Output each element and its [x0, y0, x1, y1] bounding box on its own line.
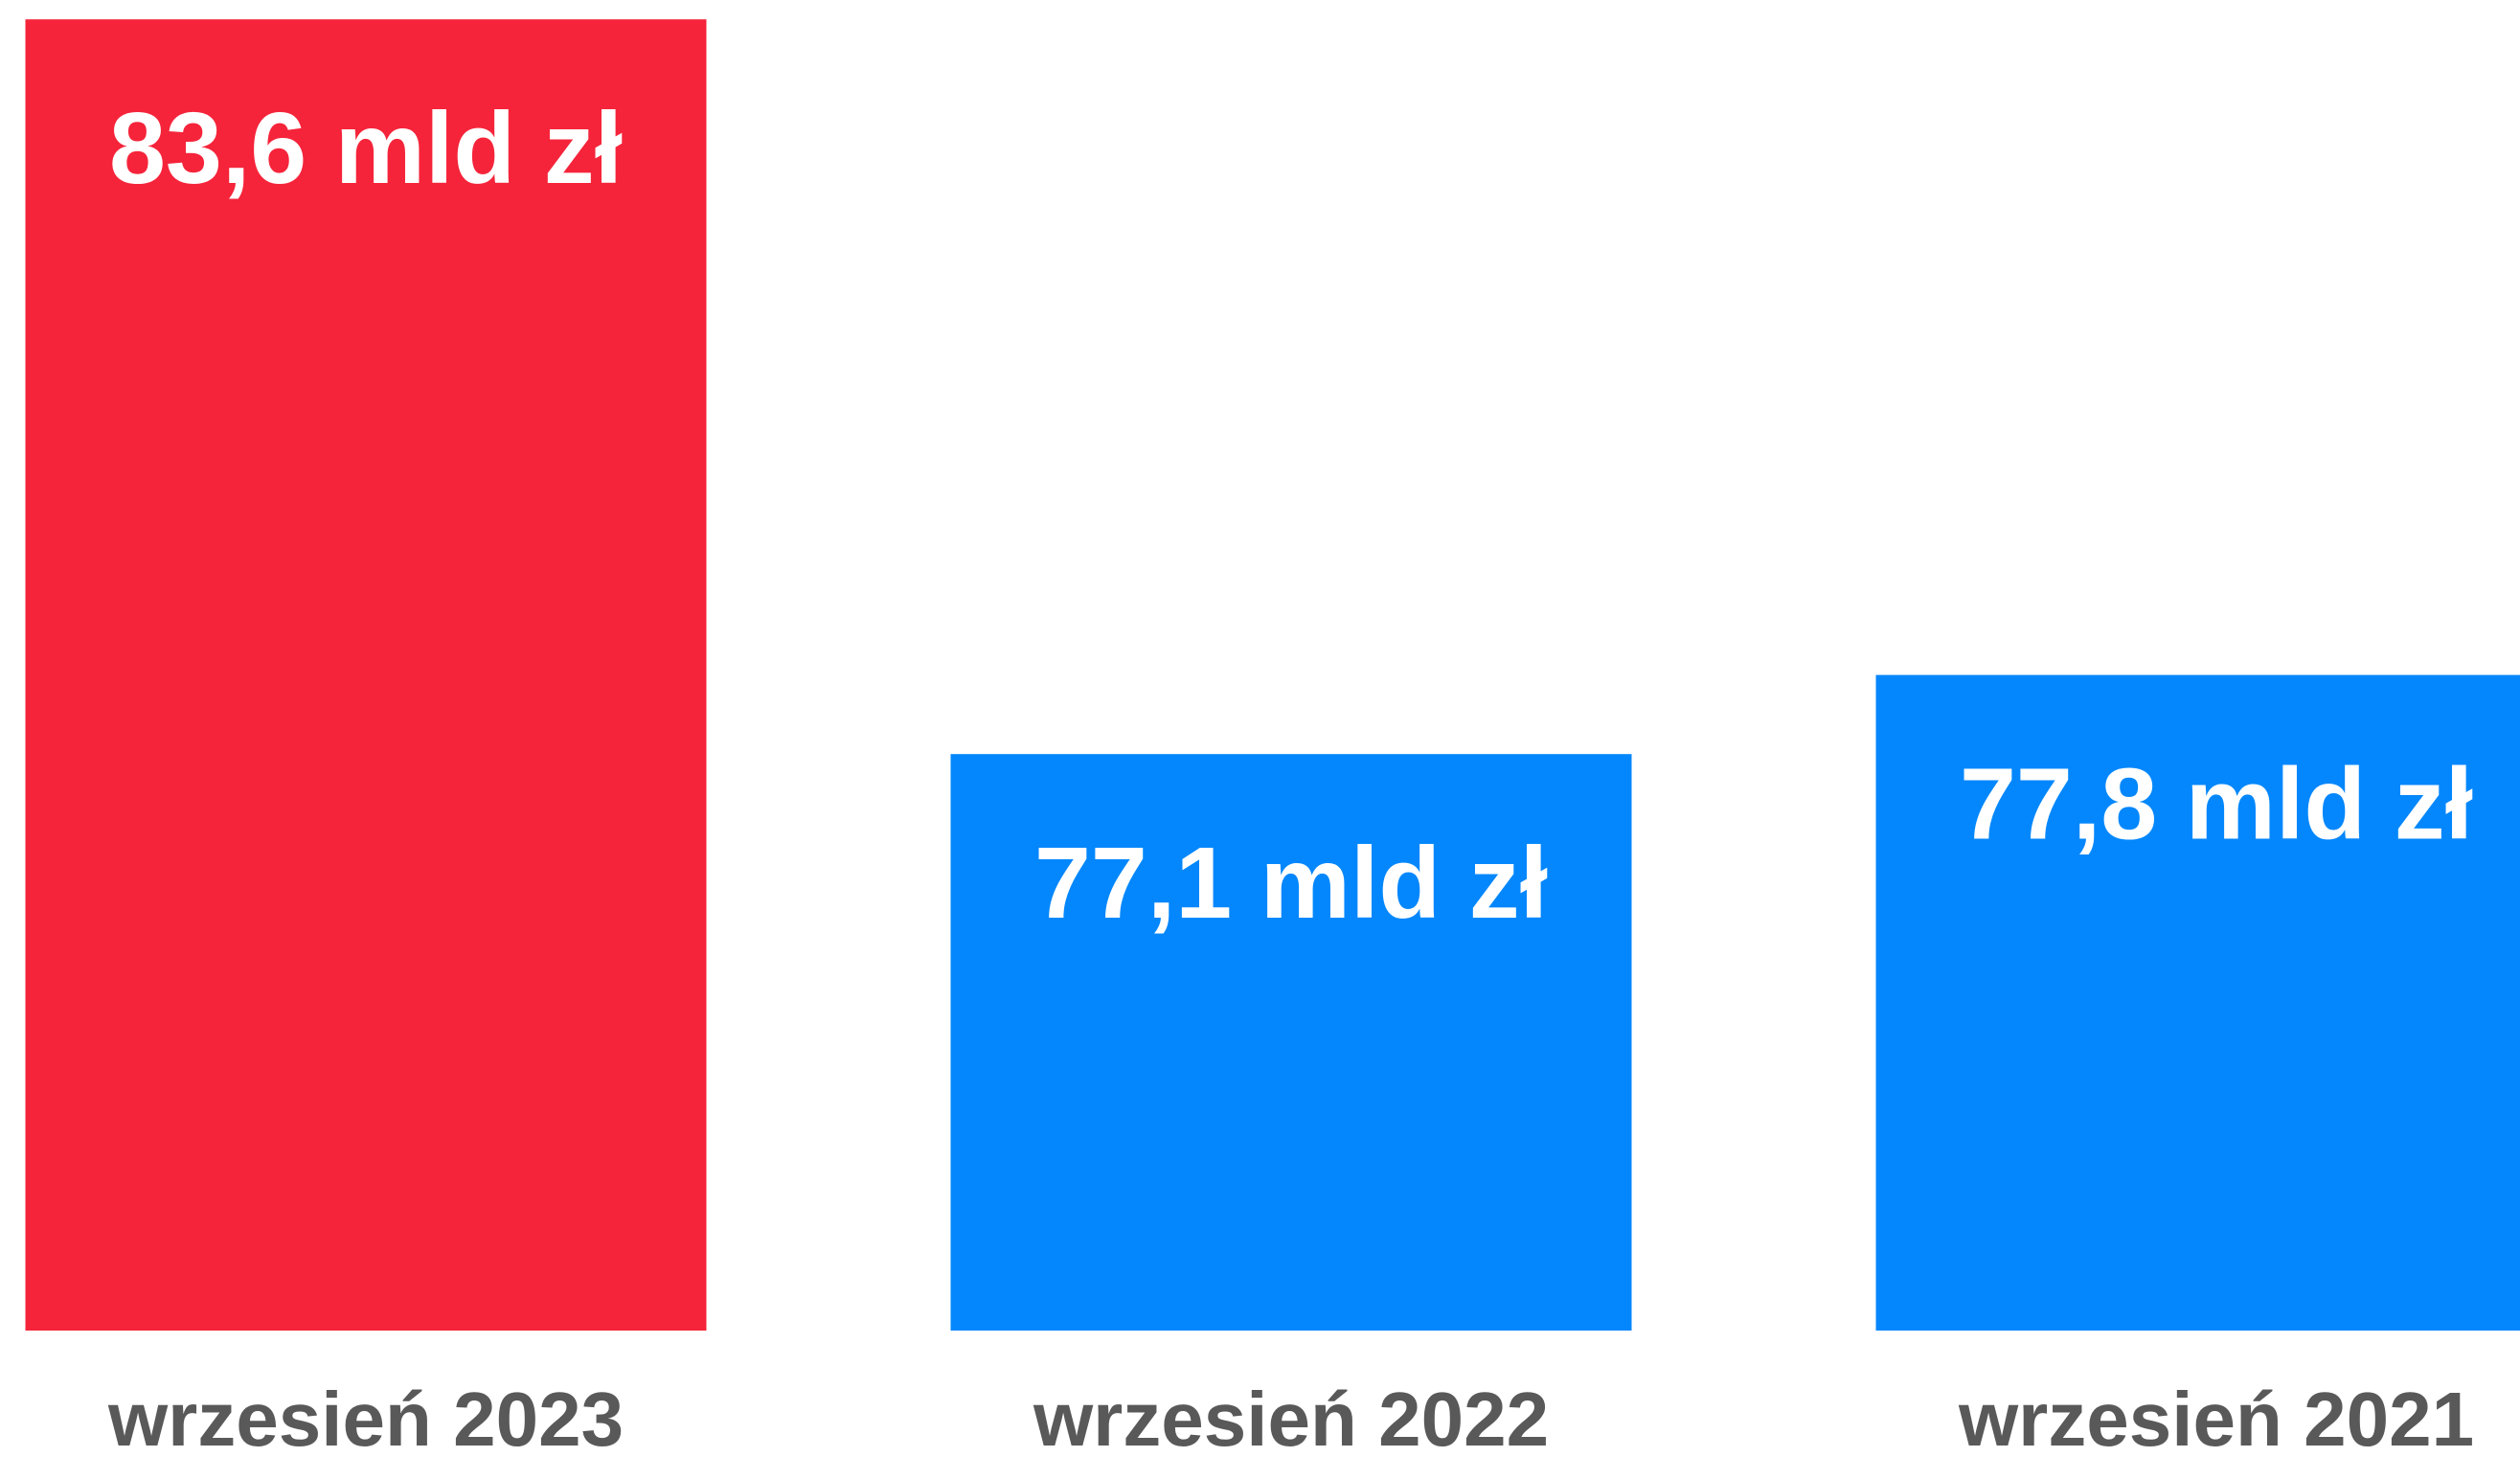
x-tick-label: wrzesień 2023: [107, 1377, 624, 1457]
value-label: 77,8 mld zł: [1960, 748, 2473, 861]
bar: [1875, 674, 2520, 1331]
x-tick-label: wrzesień 2022: [1033, 1377, 1549, 1457]
x-tick-label: wrzesień 2021: [1958, 1377, 2474, 1457]
bar: [25, 19, 707, 1332]
value-label: 77,1 mld zł: [1034, 827, 1548, 940]
value-label: 83,6 mld zł: [109, 92, 623, 205]
bar: [950, 754, 1632, 1331]
